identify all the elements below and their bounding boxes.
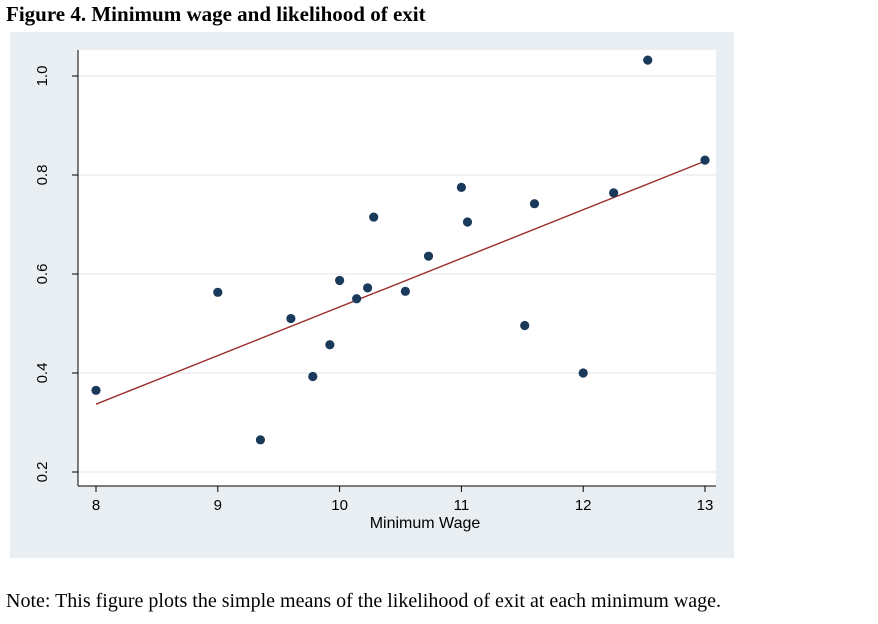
x-axis-label: Minimum Wage	[370, 515, 481, 532]
data-point	[400, 286, 410, 296]
x-tick-label: 13	[697, 497, 714, 514]
data-point	[609, 188, 619, 198]
data-point	[643, 55, 653, 65]
x-tick-label: 10	[331, 497, 348, 514]
y-tick-label: 0.6	[34, 264, 51, 285]
fit-line	[95, 160, 706, 405]
x-tick-label: 12	[575, 497, 592, 514]
data-point	[529, 199, 540, 209]
data-point	[700, 155, 710, 165]
data-point	[369, 212, 379, 222]
x-tick-label: 9	[214, 497, 222, 514]
x-tick-label: 11	[454, 497, 470, 514]
scatter-chart: 0.2 0.4 0.6 0.8 1.0 8 9 10 11 12 13 Minimum Wage	[34, 50, 716, 532]
y-tick-label: 0.2	[34, 462, 51, 483]
x-tick-label: 8	[92, 497, 100, 514]
data-point	[520, 320, 530, 331]
data-point	[213, 287, 223, 297]
data-point	[325, 340, 335, 350]
data-point	[456, 182, 466, 192]
chart-panel: 0.2 0.4 0.6 0.8 1.0 8 9 10 11 12 13 Minimum Wage	[10, 32, 734, 558]
figure-title: Figure 4. Minimum wage and likelihood of…	[6, 2, 426, 26]
data-point	[578, 368, 588, 378]
figure-note: Note: This figure plots the simple means…	[6, 590, 722, 612]
data-point	[335, 275, 345, 286]
data-point	[423, 251, 434, 261]
y-tick-label: 0.4	[34, 363, 51, 384]
plot-area	[78, 50, 716, 486]
data-point	[255, 435, 266, 445]
data-point	[462, 217, 473, 227]
y-tick-label: 1.0	[34, 66, 51, 87]
y-tick-label: 0.8	[34, 165, 51, 186]
data-point	[286, 313, 296, 324]
data-point	[91, 385, 101, 395]
data-point	[352, 294, 362, 304]
data-point	[363, 283, 373, 293]
data-point	[308, 371, 318, 382]
